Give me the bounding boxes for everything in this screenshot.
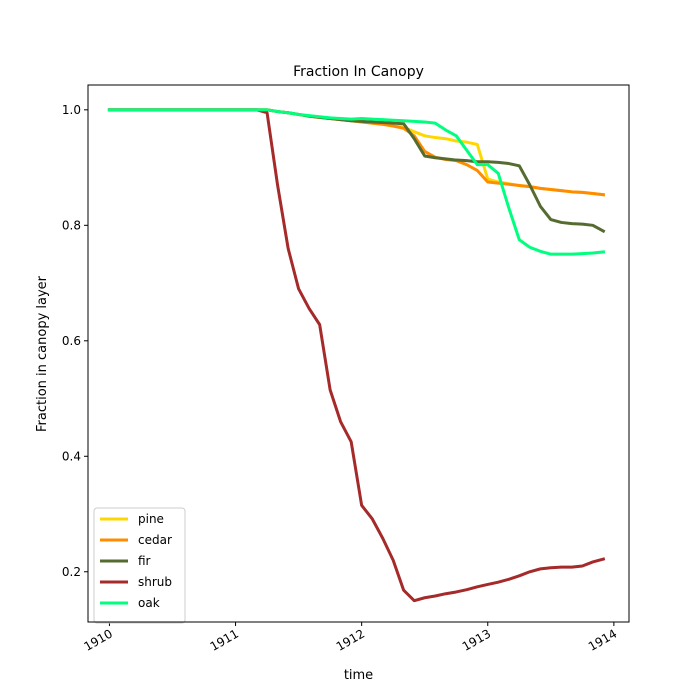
y-tick-label-0.2: 0.2 [62, 565, 81, 579]
y-tick-label-0.4: 0.4 [62, 449, 81, 463]
y-tick-label-0.8: 0.8 [62, 218, 81, 232]
x-axis-label: time [344, 668, 373, 683]
y-axis: 0.2 0.4 0.6 0.8 1.0 [62, 103, 88, 579]
plot-frame [87, 84, 630, 623]
series-line-oak [107, 108, 606, 256]
y-axis-label: Fraction in canopy layer [35, 275, 50, 432]
legend-box [93, 507, 186, 624]
legend-label-pine: pine [138, 512, 164, 526]
chart-title: Fraction In Canopy [293, 64, 424, 80]
legend-label-shrub: shrub [138, 575, 172, 589]
legend: pine cedar fir shrub oak [93, 507, 186, 624]
plot-area [107, 108, 606, 603]
legend-label-fir: fir [138, 554, 151, 568]
legend-label-oak: oak [138, 596, 160, 610]
legend-label-cedar: cedar [138, 533, 172, 547]
y-tick-label-1.0: 1.0 [62, 103, 81, 117]
y-tick-label-0.6: 0.6 [62, 334, 81, 348]
